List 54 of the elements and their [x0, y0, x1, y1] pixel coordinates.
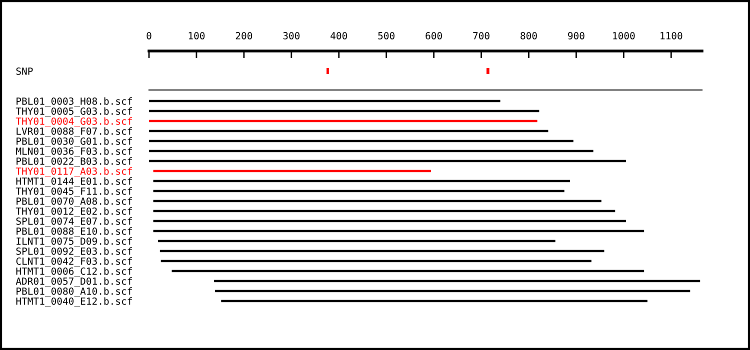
y-tick-label: PBL01_0003_H08.b.scf [16, 97, 132, 107]
y-tick-label: MLN01_0036_F03.b.scf [16, 147, 132, 157]
y-tick-label: THY01_0004_G03.b.scf [16, 117, 132, 127]
x-tick-label: 600 [426, 32, 442, 40]
y-tick-label: CLNT1_0042_F03.b.scf [16, 257, 132, 267]
y-tick-label: THY01_0012_E02.b.scf [16, 207, 132, 217]
bar [486, 68, 490, 74]
y-tick-label: PBL01_0080_A10.b.scf [16, 287, 132, 297]
bar [149, 110, 540, 112]
bar [221, 300, 648, 302]
bar [149, 160, 626, 162]
x-tick-label: 1100 [660, 32, 682, 40]
y-tick-label: ILNT1_0075_D09.b.scf [16, 237, 132, 247]
y-tick-label: HTMT1_0040_E12.b.scf [16, 297, 132, 307]
y-tick-label: PBL01_0030_G01.b.scf [16, 137, 132, 147]
x-tick-label: 1000 [613, 32, 635, 40]
y-tick-label: SPL01_0074_E07.b.scf [16, 217, 132, 227]
x-tick-label: 0 [146, 32, 152, 40]
x-tick-label: 400 [330, 32, 348, 40]
x-tick-label: 800 [520, 32, 537, 40]
y-tick-label: ADR01_0057_D01.b.scf [16, 277, 132, 287]
bar [149, 100, 500, 102]
bar [153, 200, 602, 202]
y-tick-label: THY01_0045_F11.b.scf [16, 187, 132, 197]
y-tick-label: HTMT1_0006_C12.b.scf [16, 267, 132, 277]
x-tick-label: 100 [188, 32, 205, 40]
y-tick-label: HTMT1_0144_E01.b.scf [16, 177, 132, 187]
y-tick-label: THY01_0005_G03.b.scf [16, 107, 132, 117]
bar [160, 260, 592, 262]
x-tick-label: 200 [236, 32, 252, 40]
bar [149, 130, 548, 132]
bar [172, 270, 644, 272]
bar [158, 240, 556, 242]
y-tick-label: SNP [16, 68, 33, 75]
bar [149, 150, 594, 152]
y-tick-label: LVR01_0088_F07.b.scf [16, 127, 132, 137]
x-tick-label: 500 [378, 32, 394, 40]
bar [149, 140, 574, 142]
bar [214, 280, 700, 282]
y-tick-label: PBL01_0022_B03.b.scf [16, 157, 132, 167]
bar [160, 250, 604, 252]
y-tick-label: PBL01_0070_A08.b.scf [16, 197, 132, 207]
bar [214, 290, 690, 292]
x-tick-label: 700 [473, 32, 490, 40]
bar [153, 180, 570, 182]
bar [153, 190, 564, 192]
bar [153, 210, 616, 212]
y-tick-label: SPL01_0092_E03.b.scf [16, 247, 132, 257]
bar [153, 230, 644, 232]
x-tick-label: 300 [283, 32, 300, 40]
x-tick-label: 900 [568, 32, 584, 40]
y-tick-label: THY01_0117_A03.b.scf [16, 167, 132, 177]
y-tick-label: PBL01_0088_E10.b.scf [16, 227, 132, 237]
bar [153, 220, 626, 222]
